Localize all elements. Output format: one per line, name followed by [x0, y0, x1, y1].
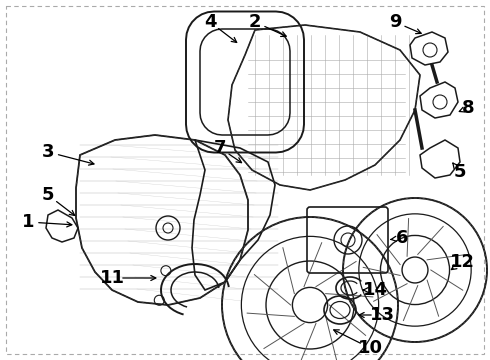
Text: 8: 8 [462, 99, 474, 117]
Text: 9: 9 [389, 13, 401, 31]
Text: 5: 5 [42, 186, 54, 204]
Text: 7: 7 [214, 139, 226, 157]
Text: 6: 6 [396, 229, 408, 247]
Text: 13: 13 [369, 306, 394, 324]
Text: 11: 11 [99, 269, 124, 287]
Text: 1: 1 [22, 213, 34, 231]
Text: 4: 4 [204, 13, 216, 31]
Text: 3: 3 [42, 143, 54, 161]
Text: 14: 14 [363, 281, 388, 299]
Text: 2: 2 [249, 13, 261, 31]
Text: 5: 5 [454, 163, 466, 181]
Text: 12: 12 [449, 253, 474, 271]
Text: 10: 10 [358, 339, 383, 357]
